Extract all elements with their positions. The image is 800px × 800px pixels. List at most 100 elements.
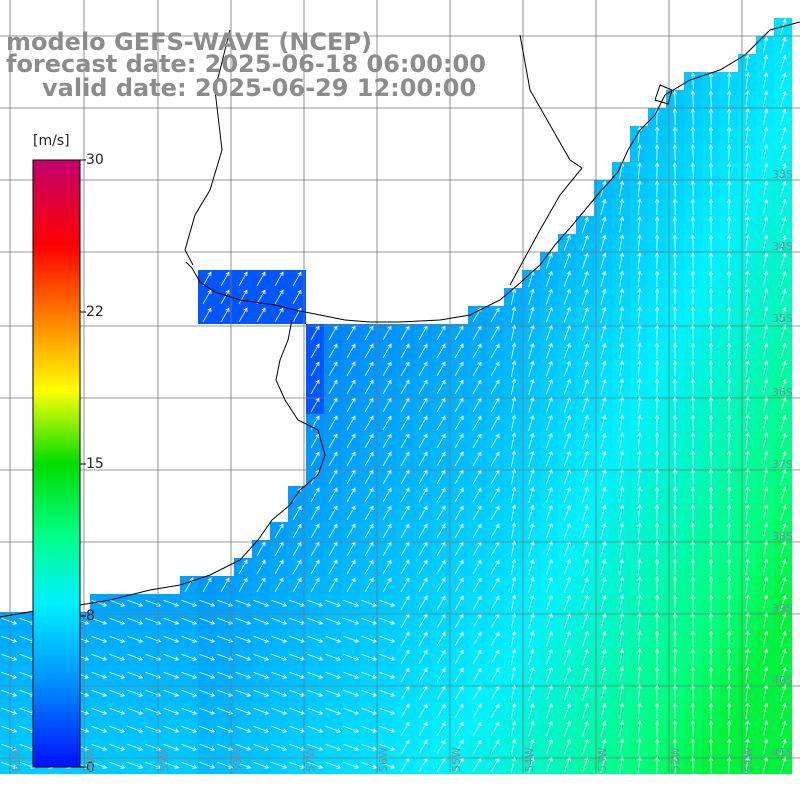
wind-arrow xyxy=(762,180,769,197)
wind-arrow xyxy=(708,108,714,126)
wind-arrow xyxy=(379,689,396,697)
wind-arrow xyxy=(563,360,571,377)
wind-arrow xyxy=(745,666,750,683)
wind-arrow xyxy=(637,180,642,198)
wind-arrow xyxy=(708,306,714,324)
wind-arrow xyxy=(310,559,320,575)
wind-arrow xyxy=(637,558,642,576)
wind-arrow xyxy=(379,671,396,679)
wind-arrow xyxy=(708,342,714,360)
wind-arrow xyxy=(619,270,625,287)
wind-arrow xyxy=(364,577,374,593)
wind-arrow xyxy=(510,324,517,341)
wind-arrow xyxy=(762,162,769,179)
wind-arrow xyxy=(780,108,787,125)
wind-arrow xyxy=(545,432,553,449)
wind-arrow xyxy=(654,756,660,774)
wind-arrow xyxy=(637,198,642,216)
wind-arrow xyxy=(379,617,396,625)
wind-arrow xyxy=(726,360,732,378)
wind-arrow xyxy=(490,307,500,323)
wind-arrow xyxy=(472,433,482,449)
wind-arrow xyxy=(708,252,714,270)
wind-arrow xyxy=(690,468,696,486)
wind-arrow xyxy=(418,379,428,395)
wind-arrow xyxy=(379,635,396,643)
wind-arrow xyxy=(600,198,607,215)
wind-arrow xyxy=(654,612,660,630)
lat-label: 35S xyxy=(772,312,793,325)
wind-arrow xyxy=(726,666,732,684)
wind-arrow xyxy=(745,468,750,485)
wind-arrow xyxy=(472,577,482,593)
wind-arrow xyxy=(510,666,517,683)
wind-arrow xyxy=(472,451,482,467)
wind-arrow xyxy=(780,414,787,431)
wind-arrow xyxy=(274,523,284,539)
wind-arrow xyxy=(328,433,338,449)
wind-arrow xyxy=(708,684,714,702)
wind-arrow xyxy=(163,653,180,661)
wind-arrow xyxy=(690,630,696,648)
wind-arrow xyxy=(582,684,589,701)
wind-arrow xyxy=(582,612,589,629)
wind-arrow xyxy=(762,36,769,53)
wind-arrow xyxy=(708,576,714,594)
wind-arrow xyxy=(400,361,410,377)
wind-arrow xyxy=(708,630,714,648)
wind-arrow xyxy=(600,594,607,611)
wind-arrow xyxy=(762,270,769,287)
wind-arrow xyxy=(490,433,500,449)
wind-arrow xyxy=(274,289,284,305)
colorbar-tick-label: 0 xyxy=(86,760,95,776)
wind-arrow xyxy=(563,684,571,701)
wind-arrow xyxy=(780,468,787,485)
wind-arrow xyxy=(690,198,696,216)
wind-arrow xyxy=(708,666,714,684)
wind-arrow xyxy=(690,702,696,720)
wind-arrow xyxy=(343,689,360,697)
wind-arrow xyxy=(762,648,769,665)
wind-arrow xyxy=(163,599,180,607)
coastline-buenos-aires xyxy=(0,319,326,618)
wind-arrow xyxy=(637,450,642,468)
wind-arrow xyxy=(762,702,769,719)
wind-arrow xyxy=(310,523,320,539)
colorbar-tick-label: 8 xyxy=(86,608,95,624)
wind-arrow xyxy=(745,180,750,197)
wind-arrow xyxy=(690,666,696,684)
wind-arrow xyxy=(600,666,607,683)
wind-arrow xyxy=(418,631,428,647)
wind-arrow xyxy=(708,396,714,414)
wind-arrow xyxy=(361,707,378,715)
wind-arrow xyxy=(454,577,464,593)
wind-arrow xyxy=(545,522,553,539)
wind-arrow xyxy=(472,505,482,521)
wind-arrow xyxy=(545,720,553,737)
wind-arrow xyxy=(672,684,678,702)
lat-label: 37S xyxy=(772,458,793,471)
wind-arrow xyxy=(109,635,126,643)
wind-arrow xyxy=(364,559,374,575)
wind-arrow xyxy=(780,486,787,503)
wind-arrow xyxy=(510,720,517,737)
wind-arrow xyxy=(454,739,464,755)
wind-arrow xyxy=(708,486,714,504)
wind-arrow xyxy=(109,725,126,733)
wind-arrow xyxy=(690,396,696,414)
wind-arrow xyxy=(726,270,732,288)
wind-arrow xyxy=(472,415,482,431)
wind-arrow xyxy=(762,720,769,737)
wind-arrows xyxy=(1,18,787,774)
wind-arrow xyxy=(762,540,769,557)
wind-arrow xyxy=(619,702,625,719)
wind-arrow xyxy=(271,617,288,625)
wind-arrow xyxy=(582,324,589,341)
wind-arrow xyxy=(545,756,553,773)
wind-arrow xyxy=(127,653,144,661)
wind-arrow xyxy=(600,342,607,359)
wind-arrow xyxy=(400,487,410,503)
wind-arrow xyxy=(181,599,198,607)
wind-arrow xyxy=(528,414,535,431)
wind-arrow xyxy=(600,450,607,467)
